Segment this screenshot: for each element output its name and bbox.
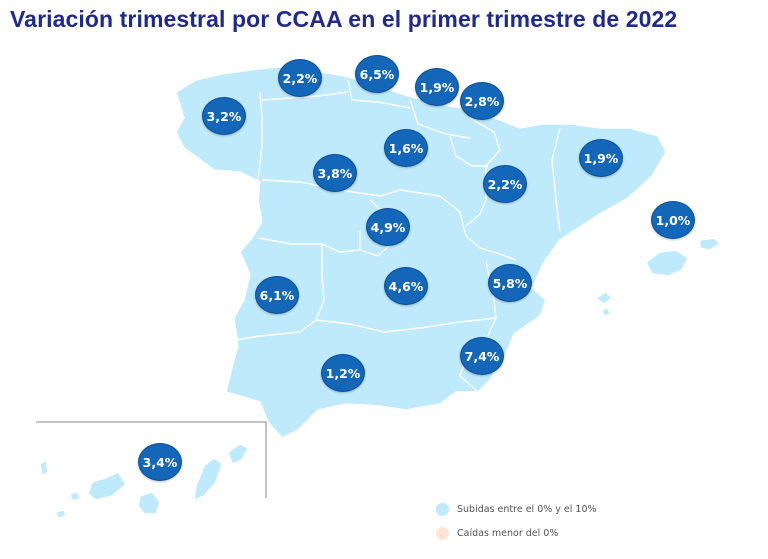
el-hierro: [55, 509, 67, 519]
mainland-spain: [175, 66, 667, 439]
legend-rise-swatch: [436, 503, 449, 516]
region-badge: 4,9%: [366, 208, 410, 246]
menorca: [699, 237, 721, 251]
region-badge: 4,6%: [384, 267, 428, 305]
region-badge: 2,8%: [460, 82, 504, 120]
gran-canaria: [137, 491, 161, 515]
fuerteventura: [193, 457, 223, 501]
legend-fall-swatch: [436, 527, 449, 540]
legend-fall: Caídas menor del 0%: [436, 527, 558, 540]
region-badge: 6,1%: [255, 276, 299, 314]
region-badge: 5,8%: [488, 264, 532, 302]
region-badge: 7,4%: [460, 337, 504, 375]
formentera: [601, 307, 611, 317]
region-badge: 1,2%: [321, 354, 365, 392]
region-badge: 3,2%: [202, 97, 246, 135]
ibiza: [595, 291, 613, 305]
la-palma: [39, 459, 49, 477]
region-badge: 1,6%: [384, 129, 428, 167]
region-badge: 1,9%: [579, 139, 623, 177]
la-gomera: [69, 491, 81, 501]
legend-rise: Subidas entre el 0% y el 10%: [436, 503, 597, 516]
tenerife: [87, 471, 127, 501]
mallorca: [645, 249, 689, 277]
region-badge: 3,8%: [313, 154, 357, 192]
legend-fall-label: Caídas menor del 0%: [457, 528, 559, 539]
map-title: Variación trimestral por CCAA en el prim…: [10, 6, 678, 32]
canarias-inset-frame: [36, 421, 267, 498]
region-badge: 3,4%: [138, 443, 182, 481]
lanzarote: [227, 443, 249, 465]
region-badge: 2,2%: [278, 59, 322, 97]
region-badge: 2,2%: [483, 165, 527, 203]
region-badge: 1,9%: [415, 68, 459, 106]
region-badge: 6,5%: [355, 55, 399, 93]
region-badge: 1,0%: [651, 201, 695, 239]
legend-rise-label: Subidas entre el 0% y el 10%: [457, 504, 597, 515]
